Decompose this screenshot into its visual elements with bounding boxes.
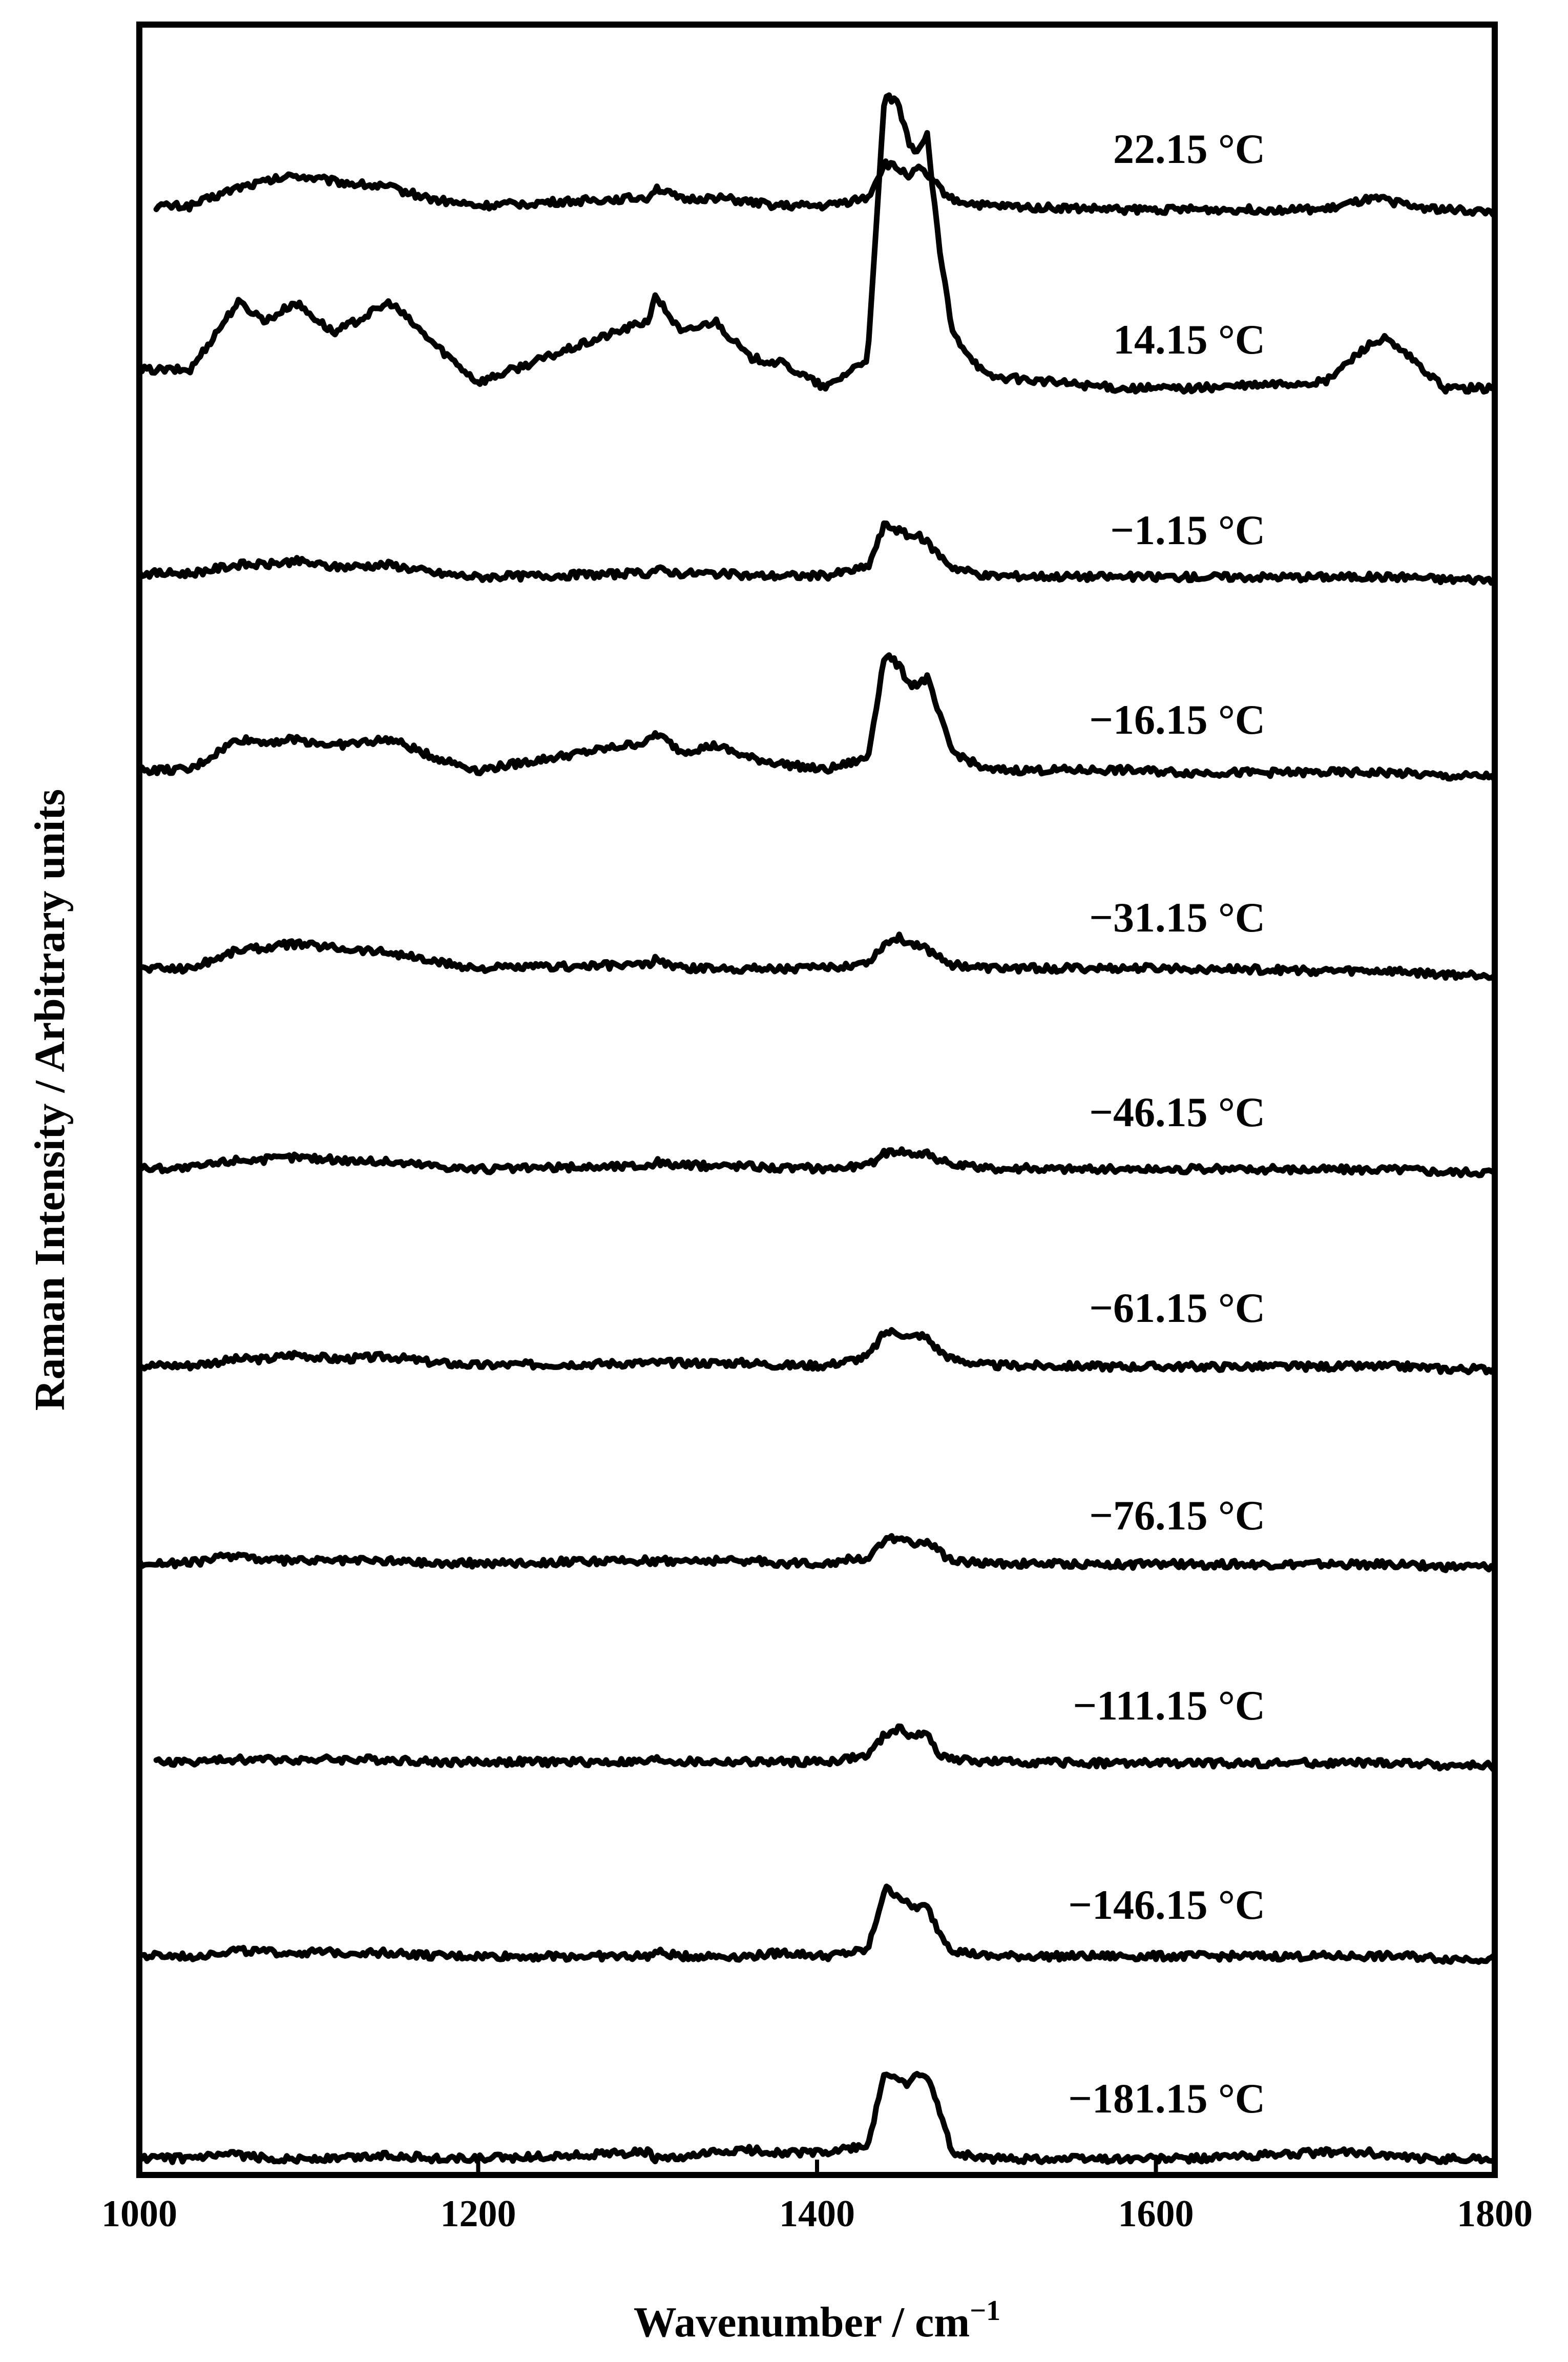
series-layer [136, 92, 1497, 2165]
plot-frame [136, 22, 1498, 2178]
spectrum-line [136, 1533, 1497, 1573]
series-temperature-label: −1.15 °C [1110, 507, 1265, 553]
x-tick-label: 1400 [779, 2193, 855, 2235]
spectrum-line [136, 520, 1497, 586]
x-axis-title-superscript: −1 [970, 2295, 1000, 2327]
x-tick-label: 1200 [441, 2193, 516, 2235]
x-axis-title: Wavenumber / cm−1 [634, 2295, 1000, 2346]
series-temperature-label: −46.15 °C [1089, 1089, 1265, 1135]
x-axis-ticks: 1000 1200 1400 1600 1800 [101, 2160, 1533, 2235]
series-temperature-label: 14.15 °C [1113, 316, 1265, 363]
series-temperature-label: −76.15 °C [1089, 1492, 1265, 1539]
spectrum-line [136, 2070, 1497, 2165]
series-temperature-label: 22.15 °C [1113, 126, 1265, 172]
spectrum-line [153, 1723, 1496, 1772]
y-axis-title: Raman Intensity / Arbitrary units [26, 789, 74, 1411]
spectrum-line [136, 931, 1497, 981]
spectrum-line [153, 158, 1496, 218]
series-temperature-label: −146.15 °C [1068, 1881, 1265, 1928]
series-temperature-label: −181.15 °C [1068, 2075, 1265, 2122]
x-tick-label: 1000 [101, 2193, 177, 2235]
spectrum-line [136, 1146, 1497, 1178]
series-temperature-label: −111.15 °C [1073, 1682, 1265, 1729]
spectrum-line [136, 92, 1497, 395]
spectrum-line [136, 1327, 1497, 1376]
series-label-layer: 22.15 °C 14.15 °C −1.15 °C −16.15 °C −31.15 … [1068, 126, 1265, 2122]
spectrum-line [136, 652, 1497, 782]
x-tick-label: 1600 [1118, 2193, 1194, 2235]
series-temperature-label: −31.15 °C [1089, 894, 1265, 941]
x-tick-label: 1800 [1457, 2193, 1533, 2235]
series-temperature-label: −16.15 °C [1089, 696, 1265, 743]
x-axis-title-text: Wavenumber / cm [634, 2298, 970, 2346]
series-temperature-label: −61.15 °C [1089, 1284, 1265, 1331]
spectrum-line [136, 1883, 1497, 1965]
